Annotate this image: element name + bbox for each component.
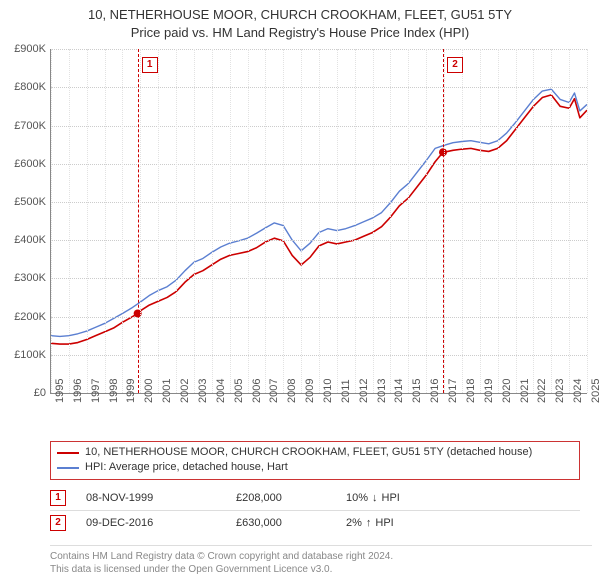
y-axis-label: £200K [14,311,46,323]
x-axis-label: 2019 [483,379,495,403]
x-axis-label: 2013 [376,379,388,403]
sale-delta-value: 2% [346,517,362,529]
y-axis-label: £400K [14,234,46,246]
x-axis-label: 2012 [358,379,370,403]
sale-marker-flag: 2 [447,57,463,73]
x-axis-label: 1999 [125,379,137,403]
y-axis-label: £800K [14,81,46,93]
arrow-up-icon: ↑ [366,517,372,529]
sale-delta-vs: HPI [382,492,400,504]
x-axis-label: 2025 [590,379,600,403]
x-axis-label: 2009 [304,379,316,403]
x-axis-label: 2016 [429,379,441,403]
x-axis-label: 1998 [108,379,120,403]
x-axis-label: 2011 [340,379,352,403]
title-line-2: Price paid vs. HM Land Registry's House … [8,24,592,42]
x-axis-label: 2008 [286,379,298,403]
chart-area: £0 £100K £200K £300K £400K £500K £600K £700K £80… [8,45,592,435]
title-line-1: 10, NETHERHOUSE MOOR, CHURCH CROOKHAM, F… [8,6,592,24]
sale-marker-line [443,49,444,393]
footer-line-2: This data is licensed under the Open Gov… [50,563,592,577]
x-axis-label: 2002 [179,379,191,403]
y-axis-label: £0 [34,387,46,399]
footer-line-1: Contains HM Land Registry data © Crown c… [50,550,592,564]
legend-item: 10, NETHERHOUSE MOOR, CHURCH CROOKHAM, F… [57,445,573,460]
sale-price: £208,000 [236,492,346,504]
sale-price: £630,000 [236,517,346,529]
sale-delta-vs: HPI [375,517,393,529]
x-axis-label: 2004 [215,379,227,403]
sale-delta-value: 10% [346,492,368,504]
x-axis-label: 2007 [268,379,280,403]
x-axis-label: 2001 [161,379,173,403]
y-axis-label: £900K [14,43,46,55]
x-axis-label: 2014 [393,379,405,403]
x-axis-label: 2023 [554,379,566,403]
sale-row: 1 08-NOV-1999£208,00010% ↓ HPI [50,486,580,510]
x-axis-label: 1995 [54,379,66,403]
legend-item: HPI: Average price, detached house, Hart [57,460,573,475]
sale-marker-flag: 1 [142,57,158,73]
x-axis-label: 2022 [536,379,548,403]
y-axis-label: £600K [14,158,46,170]
x-axis-label: 2000 [143,379,155,403]
y-axis-label: £300K [14,272,46,284]
x-axis-label: 1996 [72,379,84,403]
x-axis-label: 2010 [322,379,334,403]
y-axis-label: £700K [14,120,46,132]
chart-title: 10, NETHERHOUSE MOOR, CHURCH CROOKHAM, F… [8,6,592,41]
sale-row-flag: 1 [50,490,66,506]
legend-box: 10, NETHERHOUSE MOOR, CHURCH CROOKHAM, F… [50,441,580,480]
legend-label: HPI: Average price, detached house, Hart [85,460,288,475]
x-axis-label: 2015 [411,379,423,403]
x-axis-label: 2005 [233,379,245,403]
x-axis-label: 2006 [251,379,263,403]
sale-delta: 2% ↑HPI [346,517,456,529]
x-axis-label: 1997 [90,379,102,403]
y-axis-label: £500K [14,196,46,208]
x-axis-label: 2017 [447,379,459,403]
footer-attribution: Contains HM Land Registry data © Crown c… [50,545,592,577]
sale-delta: 10% ↓ HPI [346,492,456,504]
x-axis-label: 2018 [465,379,477,403]
sales-table: 1 08-NOV-1999£208,00010% ↓ HPI 2 09-DEC-2016£… [50,486,580,535]
legend-label: 10, NETHERHOUSE MOOR, CHURCH CROOKHAM, F… [85,445,532,460]
legend-swatch [57,452,79,454]
x-axis-label: 2003 [197,379,209,403]
y-axis-label: £100K [14,349,46,361]
x-axis-label: 2021 [519,379,531,403]
sale-row: 2 09-DEC-2016£630,0002% ↑HPI [50,510,580,535]
arrow-down-icon: ↓ [372,492,378,504]
sale-date: 09-DEC-2016 [86,517,236,529]
x-axis-label: 2024 [572,379,584,403]
legend-swatch [57,467,79,469]
sale-marker-line [138,49,139,393]
x-axis-label: 2020 [501,379,513,403]
chart-container: 10, NETHERHOUSE MOOR, CHURCH CROOKHAM, F… [0,0,600,585]
sale-date: 08-NOV-1999 [86,492,236,504]
plot-area: 12 [50,49,587,394]
sale-row-flag: 2 [50,515,66,531]
